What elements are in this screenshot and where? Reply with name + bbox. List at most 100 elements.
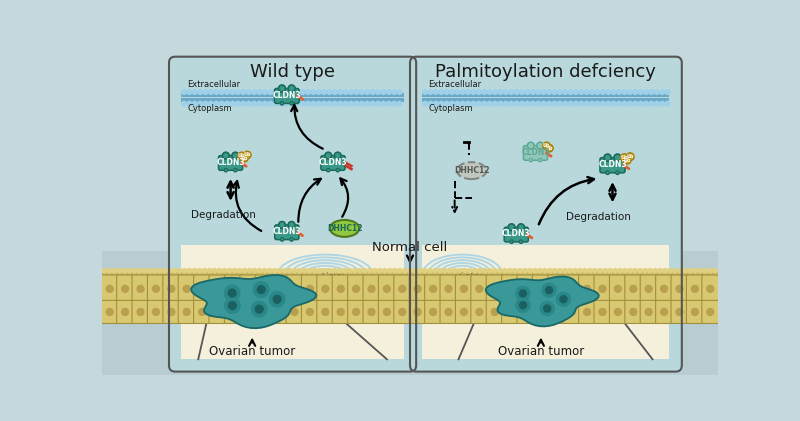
Circle shape: [132, 280, 137, 285]
Circle shape: [414, 309, 421, 315]
Circle shape: [307, 269, 312, 273]
Circle shape: [522, 309, 529, 315]
Circle shape: [178, 269, 182, 273]
FancyBboxPatch shape: [686, 298, 703, 323]
Circle shape: [536, 101, 541, 106]
Circle shape: [626, 153, 634, 160]
Circle shape: [683, 269, 687, 273]
Text: Golgi: Golgi: [322, 272, 345, 281]
Circle shape: [268, 101, 273, 106]
Circle shape: [703, 269, 707, 273]
Circle shape: [678, 280, 682, 285]
Circle shape: [254, 282, 269, 297]
Text: CLDN3: CLDN3: [273, 91, 301, 100]
FancyBboxPatch shape: [378, 298, 395, 323]
Circle shape: [262, 101, 267, 106]
Circle shape: [193, 269, 197, 273]
FancyBboxPatch shape: [640, 275, 657, 301]
Circle shape: [608, 269, 612, 273]
Circle shape: [383, 285, 390, 292]
Circle shape: [241, 90, 246, 94]
Circle shape: [257, 90, 262, 94]
Circle shape: [333, 269, 337, 273]
Circle shape: [622, 90, 626, 94]
Circle shape: [606, 171, 610, 174]
Circle shape: [168, 309, 174, 315]
Circle shape: [540, 301, 554, 316]
Circle shape: [585, 101, 589, 106]
Circle shape: [445, 309, 452, 315]
Circle shape: [202, 280, 206, 285]
Circle shape: [428, 101, 433, 106]
Circle shape: [590, 101, 594, 106]
Circle shape: [422, 90, 427, 94]
Circle shape: [122, 309, 129, 315]
Text: Ub: Ub: [626, 154, 634, 159]
Bar: [102, 272, 718, 275]
Circle shape: [182, 90, 186, 94]
FancyArrowPatch shape: [340, 179, 348, 217]
Circle shape: [362, 269, 367, 273]
Circle shape: [708, 280, 712, 285]
Circle shape: [106, 309, 113, 315]
Circle shape: [558, 269, 562, 273]
Circle shape: [333, 90, 338, 94]
Circle shape: [378, 269, 382, 273]
FancyBboxPatch shape: [117, 275, 134, 301]
Circle shape: [691, 285, 698, 292]
Text: Ub: Ub: [238, 153, 246, 158]
Circle shape: [338, 285, 344, 292]
Circle shape: [278, 269, 282, 273]
FancyBboxPatch shape: [132, 298, 149, 323]
FancyBboxPatch shape: [255, 298, 272, 323]
Circle shape: [518, 269, 522, 273]
Circle shape: [614, 154, 621, 161]
Circle shape: [461, 90, 465, 94]
FancyBboxPatch shape: [117, 298, 134, 323]
Circle shape: [338, 90, 342, 94]
Circle shape: [255, 305, 263, 313]
Circle shape: [278, 221, 286, 228]
Circle shape: [158, 269, 162, 273]
Circle shape: [274, 101, 278, 106]
Circle shape: [388, 269, 392, 273]
Circle shape: [638, 269, 642, 273]
Circle shape: [633, 101, 638, 106]
FancyBboxPatch shape: [102, 298, 118, 323]
Circle shape: [122, 280, 126, 285]
Circle shape: [588, 280, 592, 285]
FancyBboxPatch shape: [286, 275, 303, 301]
Circle shape: [242, 280, 246, 285]
Circle shape: [376, 101, 380, 106]
Text: CLDN3: CLDN3: [598, 160, 627, 169]
Circle shape: [487, 90, 492, 94]
Circle shape: [546, 101, 551, 106]
Circle shape: [359, 101, 364, 106]
Ellipse shape: [330, 220, 359, 237]
Circle shape: [603, 269, 607, 273]
Circle shape: [252, 101, 256, 106]
Circle shape: [138, 269, 142, 273]
Text: CLDN3: CLDN3: [273, 227, 301, 236]
Circle shape: [462, 280, 467, 285]
Circle shape: [633, 269, 637, 273]
Circle shape: [601, 101, 605, 106]
Text: Ub: Ub: [546, 146, 553, 151]
Circle shape: [238, 280, 242, 285]
Circle shape: [368, 269, 372, 273]
Circle shape: [595, 101, 600, 106]
Circle shape: [167, 280, 172, 285]
Circle shape: [132, 269, 137, 273]
Circle shape: [468, 280, 472, 285]
Circle shape: [137, 309, 144, 315]
Circle shape: [349, 90, 354, 94]
FancyBboxPatch shape: [255, 275, 272, 301]
FancyBboxPatch shape: [486, 298, 503, 323]
Circle shape: [370, 90, 375, 94]
Circle shape: [386, 101, 391, 106]
FancyBboxPatch shape: [486, 275, 503, 301]
Circle shape: [213, 269, 217, 273]
Circle shape: [288, 85, 295, 92]
Circle shape: [182, 101, 186, 106]
Circle shape: [413, 280, 417, 285]
